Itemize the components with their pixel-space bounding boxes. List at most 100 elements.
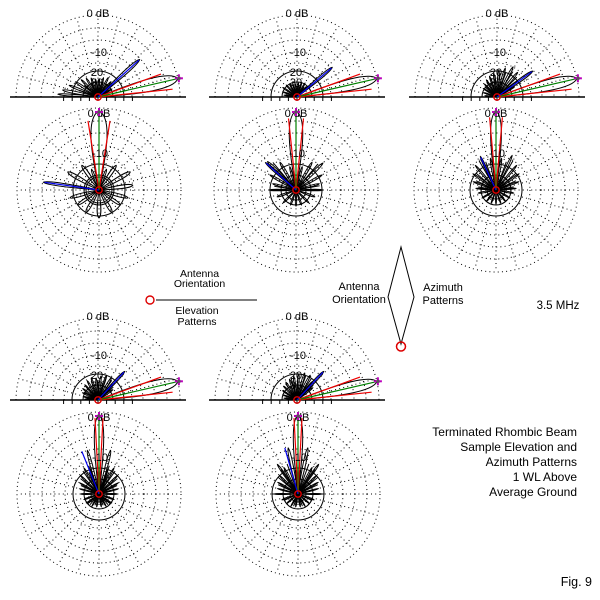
red-ray bbox=[87, 120, 100, 191]
grid-spoke bbox=[20, 168, 90, 188]
cursor-marker-core bbox=[97, 414, 101, 418]
grid-ring-dotted bbox=[53, 448, 145, 540]
grid-spoke bbox=[58, 119, 95, 182]
cursor-marker-core bbox=[576, 76, 580, 80]
grid-ring-dotted bbox=[414, 14, 580, 98]
grid-spoke bbox=[274, 111, 294, 181]
cursor-marker bbox=[292, 108, 300, 116]
side-lobe bbox=[472, 173, 497, 191]
ring-label: 0 dB bbox=[87, 8, 110, 20]
grid-spoke bbox=[105, 196, 157, 248]
grid-spoke bbox=[500, 119, 537, 182]
grid-ring-dotted bbox=[215, 411, 381, 577]
side-lobe bbox=[296, 66, 333, 98]
grid-spoke bbox=[503, 39, 555, 91]
grid-spoke bbox=[107, 149, 170, 186]
center-feed-circle bbox=[292, 186, 300, 194]
side-lobe bbox=[79, 474, 100, 495]
cursor-marker-core bbox=[177, 379, 181, 383]
grid-spoke bbox=[77, 415, 97, 485]
grid-ring-dotted bbox=[15, 317, 181, 401]
side-lobe bbox=[483, 83, 498, 98]
grid-ring-dotted bbox=[252, 448, 344, 540]
cursor-marker bbox=[294, 412, 302, 420]
side-lobe bbox=[98, 171, 131, 191]
red-ray bbox=[296, 73, 361, 98]
side-lobe bbox=[482, 87, 498, 98]
grid-spoke bbox=[19, 378, 89, 398]
side-lobe bbox=[98, 164, 117, 191]
green-ray bbox=[496, 78, 578, 98]
red-ray bbox=[296, 376, 361, 401]
grid-spoke bbox=[298, 199, 318, 269]
side-lobe bbox=[295, 188, 324, 192]
radiation-pattern bbox=[42, 110, 134, 219]
grid-ring-dotted bbox=[427, 27, 567, 98]
cursor-marker-core bbox=[294, 110, 298, 114]
center-feed-circle bbox=[293, 93, 301, 101]
side-lobe bbox=[295, 189, 303, 206]
center-feed-circle bbox=[492, 186, 500, 194]
side-lobe bbox=[295, 189, 316, 198]
red-ray bbox=[287, 118, 297, 191]
side-lobe bbox=[495, 189, 511, 199]
figure-number: Fig. 9 bbox=[560, 575, 592, 589]
grid-spoke bbox=[104, 342, 156, 394]
side-lobe bbox=[98, 467, 115, 495]
grid-spoke bbox=[501, 26, 538, 89]
grid-spoke bbox=[439, 39, 491, 91]
grid-spoke bbox=[28, 453, 91, 490]
grid-spoke bbox=[28, 194, 91, 231]
red-ray bbox=[489, 117, 497, 191]
grid-spoke bbox=[102, 329, 139, 392]
grid-ring-dotted bbox=[250, 144, 342, 236]
grid-spoke bbox=[226, 56, 289, 93]
side-lobe bbox=[495, 189, 507, 203]
polar-plot-azimuth-2: 0 dB-10 bbox=[213, 107, 379, 273]
grid-spoke bbox=[103, 119, 140, 182]
grid-spoke bbox=[227, 453, 290, 490]
side-lobe bbox=[86, 493, 100, 505]
grid-spoke bbox=[299, 321, 319, 391]
grid-spoke bbox=[438, 196, 490, 248]
red-ray bbox=[98, 418, 104, 495]
side-lobe bbox=[289, 83, 298, 98]
grid-spoke bbox=[105, 436, 157, 488]
side-lobe bbox=[90, 377, 99, 401]
grid-spoke bbox=[303, 342, 355, 394]
ring-label: -10 bbox=[289, 148, 305, 160]
annotation-line: Orientation bbox=[173, 278, 226, 290]
grid-spoke bbox=[257, 502, 294, 565]
cursor-marker-core bbox=[177, 76, 181, 80]
side-lobe bbox=[297, 492, 323, 496]
grid-spoke bbox=[57, 26, 94, 89]
grid-spoke bbox=[219, 472, 289, 492]
side-lobe bbox=[288, 378, 298, 401]
grid-spoke bbox=[102, 26, 139, 89]
red-ray bbox=[97, 391, 173, 401]
grid-spoke bbox=[306, 498, 369, 535]
side-lobe bbox=[84, 398, 99, 401]
grid-spoke bbox=[475, 18, 495, 88]
side-lobe bbox=[83, 493, 100, 501]
grid-spoke bbox=[255, 198, 292, 261]
grid-spoke bbox=[58, 423, 95, 486]
grid-ring-dotted bbox=[214, 317, 380, 401]
grid-ring-dotted bbox=[16, 107, 182, 273]
blue-ray bbox=[296, 371, 324, 401]
side-lobe bbox=[296, 81, 303, 98]
side-lobe bbox=[98, 474, 119, 495]
orientation-symbols bbox=[145, 245, 415, 352]
side-lobe bbox=[490, 189, 497, 204]
side-lobe bbox=[482, 92, 498, 98]
elevation-patterns-label: Elevation Patterns bbox=[152, 306, 242, 328]
cursor-marker bbox=[573, 74, 582, 83]
side-lobe bbox=[289, 189, 297, 206]
side-lobe bbox=[83, 467, 100, 495]
side-lobe bbox=[279, 161, 297, 191]
grid-spoke bbox=[438, 132, 490, 184]
cursor-marker-core bbox=[296, 414, 300, 418]
